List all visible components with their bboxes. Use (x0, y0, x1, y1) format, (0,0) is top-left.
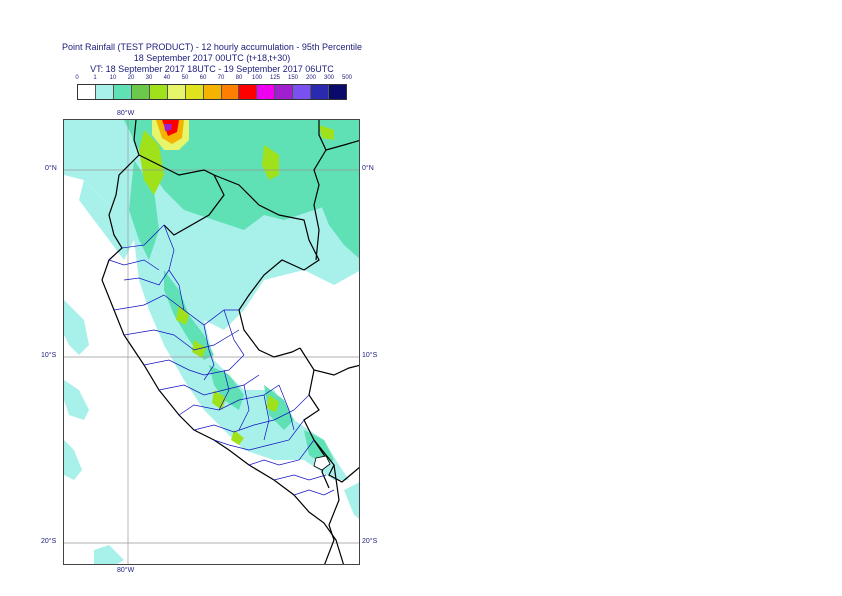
map-subtitle-validity: VT: 18 September 2017 18UTC - 19 Septemb… (90, 64, 334, 74)
legend-tick-label: 1 (93, 75, 97, 81)
legend-tick-label: 80 (235, 75, 243, 81)
legend-swatch (329, 85, 347, 99)
country-borders (101, 120, 359, 564)
lon-label-top: 80°W (117, 110, 135, 117)
legend-tick-label: 20 (127, 75, 135, 81)
map-subtitle-run: 18 September 2017 00UTC (t+18,t+30) (133, 53, 291, 63)
legend-tick-label: 150 (287, 75, 299, 81)
legend-tick-label: 70 (217, 75, 225, 81)
rainfall-map (63, 119, 360, 565)
legend-swatches (77, 84, 347, 100)
legend-swatch (275, 85, 294, 99)
legend-swatch (149, 85, 168, 99)
legend-tick-label: 60 (199, 75, 207, 81)
legend-swatch (95, 85, 114, 99)
legend-swatch (239, 85, 258, 99)
legend-swatch (203, 85, 222, 99)
legend-swatch (257, 85, 276, 99)
lon-label-bottom: 80°W (117, 567, 135, 574)
legend-tick-label: 300 (323, 75, 335, 81)
legend-swatch (311, 85, 330, 99)
rain-field-20-40 (139, 125, 334, 445)
legend-tick-label: 40 (163, 75, 171, 81)
rain-core-max (152, 120, 189, 150)
legend-swatch (131, 85, 150, 99)
regional-borders (108, 224, 335, 496)
graticule (64, 120, 359, 564)
legend-swatch (78, 85, 96, 99)
legend-swatch (167, 85, 186, 99)
color-legend: 0 1 10 20 30 40 50 60 70 80 100 125 150 200 300 500 (75, 75, 352, 103)
lat-label-right-0: 0°N (362, 165, 374, 172)
legend-swatch (185, 85, 204, 99)
legend-tick-label: 200 (305, 75, 317, 81)
legend-tick-label: 100 (251, 75, 263, 81)
map-title: Point Rainfall (TEST PRODUCT) - 12 hourl… (62, 42, 362, 52)
lat-label-right-20s: 20°S (362, 538, 378, 545)
legend-tick-label: 30 (145, 75, 153, 81)
legend-tick-label: 50 (181, 75, 189, 81)
legend-tick-label: 0 (75, 75, 79, 81)
lat-label-left-20s: 20°S (41, 538, 57, 545)
lat-label-left-10s: 10°S (41, 352, 57, 359)
lake-titicaca (313, 455, 331, 471)
lat-label-right-10s: 10°S (362, 352, 378, 359)
legend-swatch (293, 85, 312, 99)
legend-tick-label: 500 (341, 75, 353, 81)
legend-swatch (221, 85, 240, 99)
legend-tick-label: 10 (109, 75, 117, 81)
legend-tick-label: 125 (269, 75, 281, 81)
lat-label-left-0: 0°N (45, 165, 57, 172)
map-canvas (64, 120, 359, 564)
legend-swatch (113, 85, 132, 99)
